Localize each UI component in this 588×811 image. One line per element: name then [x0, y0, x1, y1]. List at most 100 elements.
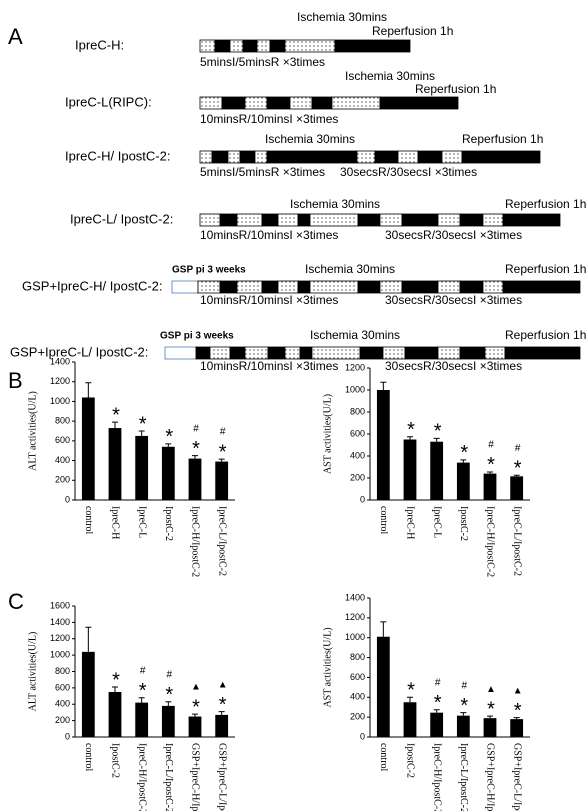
- timeline-segment: [199, 150, 213, 164]
- x-tick-label: IpreC-L/IpostC-2: [163, 743, 174, 811]
- y-tick-label: 400: [55, 455, 70, 465]
- x-tick-label: IpreC-H/IpostC-2: [485, 506, 496, 577]
- error-bar: [407, 436, 413, 440]
- y-axis-title: AST activities(U/L): [322, 627, 333, 707]
- panel-label: A: [8, 24, 23, 49]
- bar: [161, 446, 175, 500]
- timeline-segment: [269, 39, 286, 53]
- timeline-segment: [277, 213, 299, 227]
- error-bar: [218, 458, 225, 462]
- bar: [376, 390, 390, 500]
- timeline-segment: [227, 150, 241, 164]
- timeline-segment: [417, 150, 443, 164]
- error-bar: [433, 437, 440, 442]
- significance-mark: *: [514, 458, 522, 480]
- timeline-segment: [484, 346, 506, 360]
- reperfusion-label: Reperfusion 1h: [505, 197, 586, 211]
- timeline-segment: [171, 280, 199, 294]
- y-tick-label: 600: [350, 672, 365, 682]
- protocol-label: GSP+IpreC-L/ IpostC-2:: [10, 344, 148, 359]
- timeline-segment: [242, 39, 258, 53]
- reperfusion-label: Reperfusion 1h: [462, 132, 543, 146]
- reperfusion-label: Reperfusion 1h: [505, 262, 586, 276]
- timeline-segment: [374, 150, 399, 164]
- timeline-segment: [244, 346, 269, 360]
- timeline-segment: [397, 150, 419, 164]
- timeline-segment: [297, 280, 311, 294]
- x-tick-label: IpreC-H: [405, 506, 416, 539]
- x-tick-label: IpreC-L: [431, 506, 442, 538]
- timeline-segment: [502, 280, 581, 294]
- x-tick-label: GSP+IpreC-L/IpostC-2: [511, 743, 522, 811]
- y-tick-label: 1000: [50, 396, 70, 406]
- x-tick-label: IpreC-L/IpostC-2: [458, 743, 469, 811]
- significance-mark: *: [112, 669, 120, 691]
- significance-mark: *: [192, 438, 200, 460]
- significance-mark: ▲: [191, 682, 201, 693]
- x-tick-label: IpostC-2: [458, 506, 469, 541]
- timeline-segment: [214, 39, 231, 53]
- x-tick-label: control: [83, 506, 94, 535]
- error-bar: [192, 455, 198, 459]
- significance-mark: *: [112, 404, 120, 426]
- timeline-segment: [211, 150, 229, 164]
- error-bar: [380, 381, 387, 390]
- timeline-segment: [459, 213, 484, 227]
- x-tick-label: GSP+IpreC-H/IpostC-2: [190, 743, 201, 811]
- x-tick-label: IpostC-2: [163, 506, 174, 541]
- bar: [456, 715, 470, 737]
- x-tick-label: GSP+IpreC-H/IpostC-2: [485, 743, 496, 811]
- protocol-label: IpreC-H:: [75, 37, 124, 52]
- y-axis-title: ALT activities(U/L): [27, 632, 38, 712]
- y-tick-label: 800: [350, 652, 365, 662]
- timeline-segment: [284, 39, 336, 53]
- timeline-segment: [164, 346, 197, 360]
- bar: [188, 458, 202, 500]
- error-bar: [138, 697, 145, 703]
- timeline-segment: [441, 150, 463, 164]
- ischemia-label: Ischemia 30mins: [305, 262, 395, 276]
- protocol-note: 10minsR/10minsI ×3times: [200, 112, 338, 126]
- significance-mark: *: [219, 694, 227, 716]
- significance-mark: #: [220, 427, 226, 438]
- error-bar: [407, 696, 413, 703]
- timeline-segment: [461, 150, 541, 164]
- x-tick-label: IpreC-H: [110, 506, 121, 539]
- y-tick-label: 600: [55, 682, 70, 692]
- timeline-segment: [236, 213, 263, 227]
- bar: [215, 714, 229, 737]
- x-tick-label: IpostC-2: [110, 743, 121, 778]
- timeline-segment: [359, 346, 384, 360]
- y-tick-label: 200: [55, 475, 70, 485]
- timeline-segment: [357, 280, 381, 294]
- y-tick-label: 0: [65, 494, 70, 504]
- y-tick-label: 1600: [50, 600, 70, 610]
- significance-mark: *: [219, 441, 227, 463]
- bar: [483, 718, 497, 737]
- significance-mark: #: [488, 440, 494, 451]
- error-bar: [192, 713, 198, 717]
- pretreatment-label: GSP pi 3 weeks: [160, 331, 234, 342]
- error-bar: [85, 382, 92, 398]
- timeline-segment: [311, 96, 333, 110]
- x-tick-label: IpreC-L/IpostC-2: [511, 506, 522, 576]
- y-tick-label: 0: [360, 494, 365, 504]
- significance-mark: *: [139, 680, 147, 702]
- bar: [135, 435, 149, 500]
- timeline-segment: [266, 150, 358, 164]
- timeline-segment: [382, 346, 406, 360]
- error-bar: [460, 459, 467, 463]
- y-tick-label: 1400: [50, 617, 70, 627]
- protocol-note: 10minsR/10minsI ×3times: [200, 293, 338, 307]
- y-tick-label: 800: [55, 416, 70, 426]
- error-bar: [138, 430, 145, 436]
- timeline-segment: [229, 346, 246, 360]
- y-axis-title: AST activities(U/L): [322, 394, 333, 474]
- timeline-segment: [482, 213, 504, 227]
- timeline-segment: [502, 213, 561, 227]
- error-bar: [513, 717, 520, 720]
- y-tick-label: 1200: [345, 362, 365, 372]
- x-tick-label: control: [378, 506, 389, 535]
- bar: [135, 702, 149, 737]
- y-tick-label: 600: [350, 428, 365, 438]
